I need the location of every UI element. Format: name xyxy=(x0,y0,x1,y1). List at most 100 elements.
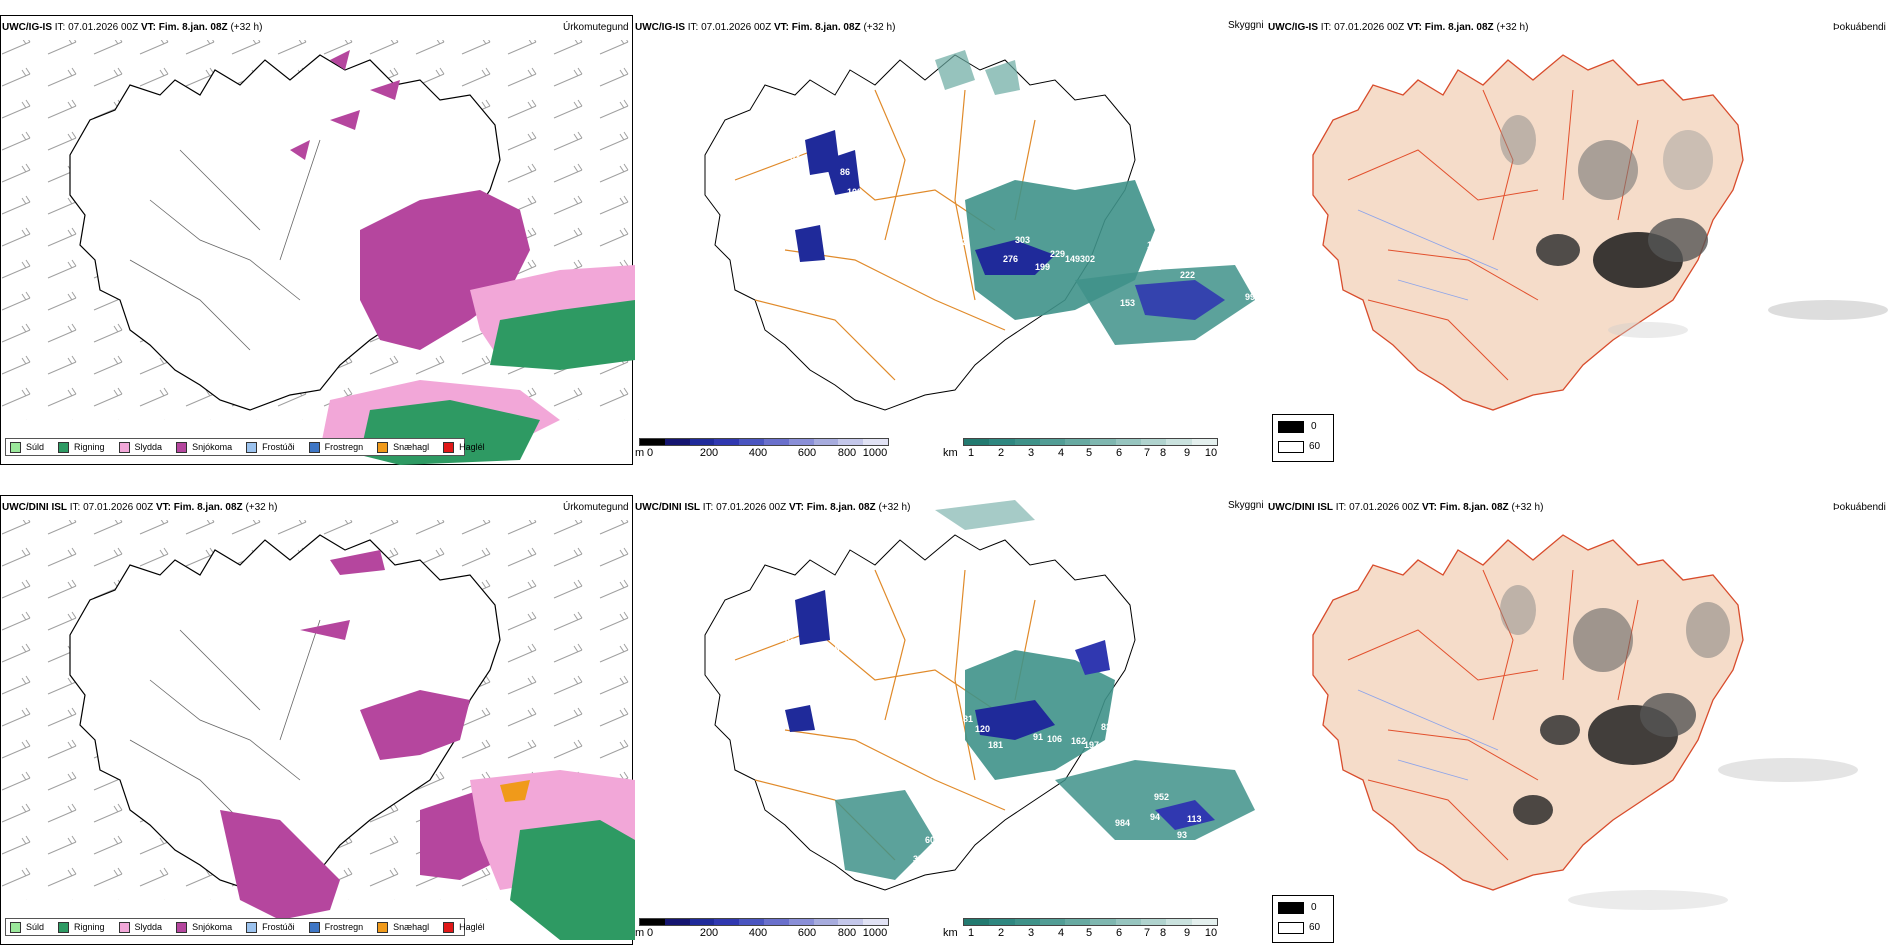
colorbar-unit: km xyxy=(943,447,958,459)
fog-legend-label: 0 xyxy=(1311,421,1317,432)
visibility-value-label: 121 xyxy=(820,662,835,672)
visibility-value-label: 79 xyxy=(825,190,835,200)
colorbar-tick: 2 xyxy=(997,927,1005,939)
legend-item: Snjókoma xyxy=(176,441,232,453)
legend-item: Frostúði xyxy=(246,441,295,453)
visibility-value-label: 104 xyxy=(1128,724,1143,734)
colorbar-tick: 9 xyxy=(1183,927,1191,939)
colorbar-tick: 4 xyxy=(1057,447,1065,459)
colorbar-tick: 5 xyxy=(1085,927,1093,939)
legend-item: Súld xyxy=(10,441,44,453)
visibility-value-label: 149302 xyxy=(1065,254,1095,264)
legend-item: Rigning xyxy=(58,921,105,933)
visibility-value-label: 136 xyxy=(1213,332,1228,342)
valid-time: VT: Fim. 8.jan. 08Z xyxy=(1406,22,1494,33)
init-time: IT: 07.01.2026 00Z xyxy=(702,502,787,513)
model-name: UWC/DINI ISL xyxy=(1268,502,1333,513)
lead-time: (+32 h) xyxy=(245,502,278,513)
map-visibility-igis xyxy=(704,50,1255,411)
visibility-value-label: 153 xyxy=(1120,298,1135,308)
init-time: IT: 07.01.2026 00Z xyxy=(1335,502,1420,513)
lead-time: (+32 h) xyxy=(1496,22,1529,33)
product-title: Skyggni xyxy=(1228,20,1264,31)
legend-item: Súld xyxy=(10,921,44,933)
panel-fog-dini: UWC/DINI ISL IT: 07.01.2026 00Z VT: Fim.… xyxy=(1268,480,1900,950)
visibility-colorbar-km: km 1 2 3 4 5 6 7 8 9 10 xyxy=(943,438,1218,462)
colorbar-unit: m xyxy=(635,927,645,939)
colorbar-tick: 800 xyxy=(837,927,857,939)
visibility-value-label: 78 xyxy=(967,885,977,895)
legend-item: Slydda xyxy=(118,441,162,453)
fog-legend-swatch xyxy=(1278,421,1304,433)
panel-visibility-dini: UWC/DINI ISL IT: 07.01.2026 00Z VT: Fim.… xyxy=(635,480,1270,950)
colorbar-unit: km xyxy=(943,927,958,939)
visibility-value-label: 93 xyxy=(1177,830,1187,840)
map-precip-dini xyxy=(2,520,635,940)
visibility-value-label: 115 xyxy=(825,644,840,654)
legend-item: Snjókoma xyxy=(176,921,232,933)
legend-item: Rigning xyxy=(58,441,105,453)
visibility-value-label: 184 xyxy=(1238,849,1253,859)
legend-item: Frostregn xyxy=(308,441,363,453)
colorbar-tick: 10 xyxy=(1204,927,1218,939)
visibility-value-label: 199 xyxy=(1035,262,1050,272)
fog-legend-swatch xyxy=(1278,441,1304,453)
visibility-value-label: 212 xyxy=(1185,247,1200,257)
colorbar-tick: 3 xyxy=(1027,447,1035,459)
map-fog-dini xyxy=(1312,534,1858,910)
visibility-value-label: 96 xyxy=(785,637,795,647)
product-title: Þokuábendi xyxy=(1833,502,1886,513)
colorbar-tick: 0 xyxy=(646,927,654,939)
visibility-value-label: 559 xyxy=(1090,427,1105,437)
panel-header: UWC/IG-IS IT: 07.01.2026 00Z VT: Fim. 8.… xyxy=(2,22,262,34)
visibility-value-label: 357 xyxy=(983,870,998,880)
model-name: UWC/DINI ISL xyxy=(635,502,700,513)
lead-time: (+32 h) xyxy=(230,22,263,33)
colorbar-tick: 4 xyxy=(1057,927,1065,939)
precip-type-legend: Súld Rigning Slydda Snjókoma Frostúði Fr… xyxy=(5,438,485,456)
visibility-value-label: 197 xyxy=(1084,740,1099,750)
visibility-value-label: 82 xyxy=(1101,722,1111,732)
colorbar-tick: 200 xyxy=(699,447,719,459)
colorbar-tick: 7 xyxy=(1143,447,1151,459)
visibility-value-label: 603 xyxy=(925,835,940,845)
visibility-value-label: 143 xyxy=(1220,832,1235,842)
colorbar-tick: 6 xyxy=(1115,447,1123,459)
colorbar-tick: 600 xyxy=(797,447,817,459)
visibility-value-label: 103 xyxy=(1147,240,1162,250)
panel-header: UWC/DINI ISL IT: 07.01.2026 00Z VT: Fim.… xyxy=(1268,502,1543,514)
panel-precip-type-igis: UWC/IG-IS IT: 07.01.2026 00Z VT: Fim. 8.… xyxy=(0,0,635,470)
visibility-value-label: 121 xyxy=(1235,327,1250,337)
colorbar-tick: 200 xyxy=(699,927,719,939)
colorbar-tick: 600 xyxy=(797,927,817,939)
visibility-value-label: 276 xyxy=(1003,254,1018,264)
legend-item: Frostregn xyxy=(308,921,363,933)
visibility-value-label: 992 xyxy=(1245,292,1260,302)
visibility-value-label: 53 xyxy=(790,152,800,162)
map-fog-igis xyxy=(1312,54,1888,411)
visibility-value-label: 113 xyxy=(1187,814,1202,824)
model-name: UWC/DINI ISL xyxy=(2,502,67,513)
visibility-value-label: 82 xyxy=(957,237,967,247)
visibility-value-label: 181 xyxy=(988,740,1003,750)
visibility-value-label: 83 xyxy=(1115,742,1125,752)
visibility-value-label: 106 xyxy=(1047,734,1062,744)
fog-legend-label: 60 xyxy=(1309,441,1321,452)
visibility-value-label: 222 xyxy=(1180,270,1195,280)
legend-item: Snæhagl xyxy=(377,921,429,933)
colorbar-tick: 3 xyxy=(1027,927,1035,939)
panel-header: UWC/IG-IS IT: 07.01.2026 00Z VT: Fim. 8.… xyxy=(635,22,895,34)
legend-item: Slydda xyxy=(118,921,162,933)
fog-legend-swatch xyxy=(1278,902,1304,914)
colorbar-tick: 400 xyxy=(748,447,768,459)
colorbar-tick: 5 xyxy=(1085,447,1093,459)
map-precip-igis xyxy=(2,40,635,465)
visibility-value-label: 171 xyxy=(942,854,957,864)
colorbar-tick: 9 xyxy=(1183,447,1191,459)
visibility-colorbar-m: m 0 200 400 600 800 1000 xyxy=(635,438,890,462)
visibility-value-label: 86 xyxy=(840,167,850,177)
valid-time: VT: Fim. 8.jan. 08Z xyxy=(140,22,228,33)
valid-time: VT: Fim. 8.jan. 08Z xyxy=(1421,502,1509,513)
fog-legend-top: 0 60 xyxy=(1272,414,1334,462)
